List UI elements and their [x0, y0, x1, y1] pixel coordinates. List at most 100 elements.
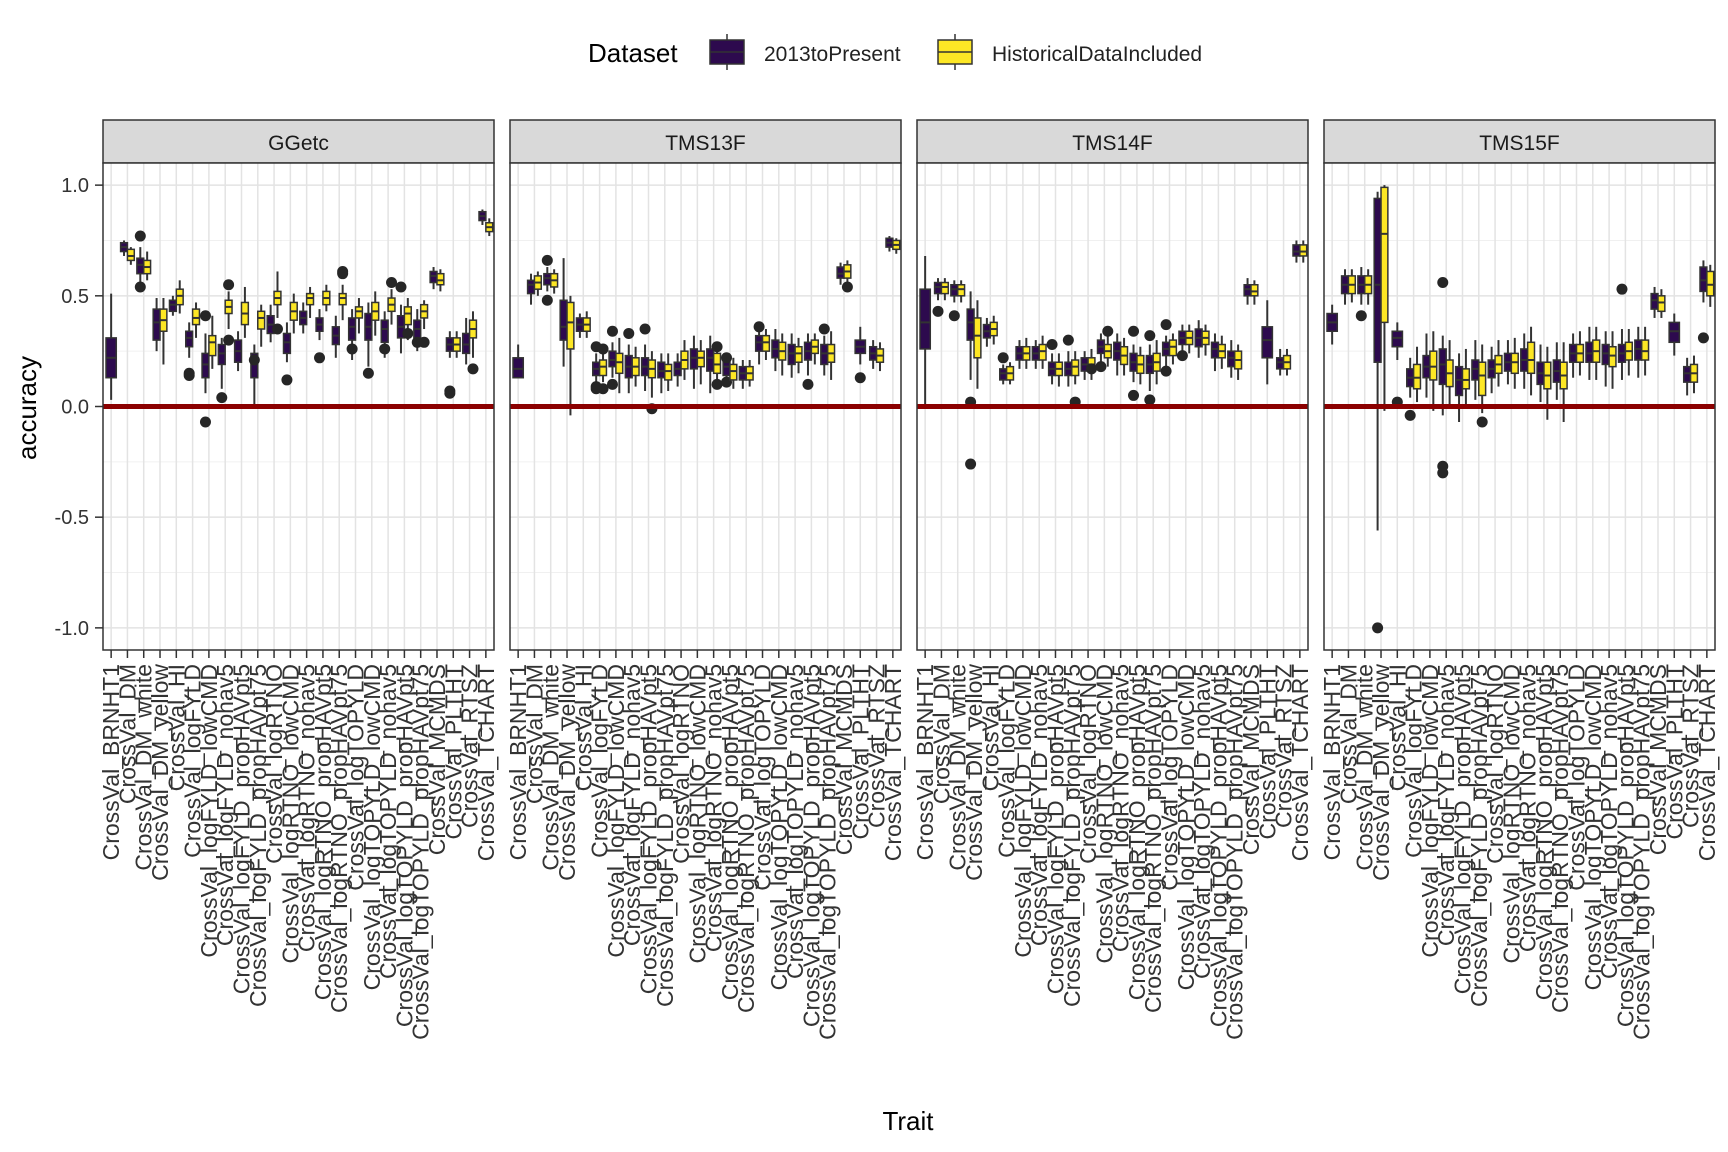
- box-crossval-logfyld-prophavpt75-shist: [1476, 344, 1488, 428]
- box-body: [950, 284, 959, 297]
- panel-border: [1323, 162, 1716, 651]
- box-body: [1706, 270, 1715, 297]
- x-tick-label: CrossVal_TCHART: [1287, 664, 1313, 861]
- box-crossval-logrtno-lowcmd-shist: [289, 293, 298, 334]
- box-outlier: [183, 370, 195, 382]
- x-tick-label: CrossVal_logFYLD_nohav5: [1026, 664, 1052, 946]
- box-outlier: [1144, 330, 1156, 342]
- facet-panel-tms14f: TMS14FCrossVal_BRNHT1CrossVal_DMCrossVal…: [912, 119, 1313, 1040]
- box-body: [512, 357, 525, 379]
- box-crossval-logfyld-nohav5-shist: [223, 279, 235, 346]
- x-tick-label: CrossVal_RTSZ: [1271, 664, 1297, 828]
- box-crossval-dm-white-s2013: [134, 230, 146, 293]
- box-crossval-logfyld-prophavpt75-s2013: [248, 344, 260, 409]
- box-crossval-logtopyld-lowcmd-s2013: [1176, 324, 1188, 362]
- x-tick-label: CrossVal_logFYLD_propHAVpt5: [1042, 664, 1068, 994]
- x-tick-label: CrossVal_RTSZ: [1678, 664, 1704, 828]
- panel-border: [509, 162, 902, 651]
- box-body: [1071, 359, 1080, 377]
- box-body: [1380, 186, 1389, 324]
- box-crossval-logfyld-nohav5-shist: [631, 346, 640, 387]
- box-body: [1682, 365, 1692, 383]
- box-body: [794, 345, 803, 363]
- box-body: [754, 334, 764, 352]
- box-crossval-brnht1-s2013: [512, 344, 525, 379]
- box-outlier: [753, 321, 765, 333]
- box-outlier: [1176, 350, 1188, 362]
- box-crossval-logtopyld-prophavpt5-s2013: [1616, 283, 1628, 380]
- box-outlier: [134, 281, 146, 293]
- x-tick-label: CrossVal_logRTNO: [1075, 664, 1101, 864]
- box-crossval-logfyld-lowcmd-shist: [1429, 331, 1438, 411]
- x-tick-label: CrossVal_logRTNO_nohav5: [294, 664, 320, 952]
- box-outlier: [467, 363, 479, 375]
- box-body: [1429, 350, 1438, 381]
- box-outlier: [248, 354, 260, 366]
- x-tick-label: CrossVal_logTOPYLD: [1157, 664, 1183, 891]
- x-tick-label: CrossVal_logRTNO_lowCMD: [277, 664, 303, 964]
- box-outlier: [337, 265, 349, 277]
- box-body: [1634, 339, 1643, 361]
- box-crossval-tchart-s2013: [478, 209, 487, 225]
- x-tick-label: CrossVal_DM_white: [945, 664, 971, 871]
- box-body: [1585, 341, 1594, 363]
- box-crossval-logtopyld-nohav5-shist: [1201, 324, 1210, 356]
- box-body: [1699, 266, 1708, 293]
- box-crossval-logfyld-s2013: [997, 352, 1009, 385]
- x-tick-label: CrossVal_logRTNO_propHAVpt5: [310, 664, 336, 1000]
- x-tick-label: CrossVal_logTOPYLD_lowCMD: [359, 664, 385, 990]
- box-body: [305, 292, 315, 306]
- box-crossval-logrtno-nohav5-shist: [305, 286, 315, 318]
- x-tick-label: CrossVal_logFYLD: [587, 664, 613, 858]
- x-tick-label: CrossVal_HI: [163, 664, 189, 791]
- box-outlier: [379, 343, 391, 355]
- box-crossval-logfyld-prophavpt75-s2013: [1062, 334, 1074, 387]
- x-tick-label: CrossVal_TCHART: [473, 664, 499, 861]
- box-crossval-dm-shist: [1347, 269, 1357, 303]
- box-crossval-logfyld-shist: [1412, 346, 1422, 403]
- box-outlier: [997, 352, 1009, 364]
- x-tick-label: CrossVal_TCHART: [1694, 664, 1720, 861]
- box-outlier: [1160, 319, 1172, 331]
- box-crossval-logfyld-lowcmd-shist: [615, 337, 624, 394]
- x-tick-label: CrossVal_logFYLD_nohav5: [1433, 664, 1459, 946]
- box-outlier: [1616, 283, 1628, 295]
- box-body: [347, 317, 357, 341]
- x-tick-label: CrossVal_logRTNO_lowCMD: [1498, 664, 1524, 964]
- box-body: [250, 352, 259, 379]
- box-crossval-logtopyld-lowcmd-s2013: [362, 302, 374, 379]
- box-body: [1650, 292, 1659, 310]
- box-body: [940, 281, 950, 295]
- box-crossval-logrtno-prophavpt5-s2013: [314, 309, 326, 364]
- x-tick-label: CrossVal_HI: [570, 664, 596, 791]
- box-outlier: [639, 323, 651, 335]
- box-body: [1668, 321, 1681, 344]
- box-outlier: [597, 383, 609, 395]
- box-crossval-logfyld-lowcmd-shist: [1022, 337, 1031, 369]
- x-tick-label: CrossVal_DM: [928, 664, 954, 804]
- box-outlier: [395, 281, 407, 293]
- box-body: [168, 299, 178, 313]
- box-body: [761, 334, 771, 352]
- x-tick-label: CrossVal_logTOPYLD_nohav5: [1189, 664, 1215, 979]
- x-tick-label: CrossVal_MCMDS: [1238, 664, 1264, 855]
- x-tick-label: CrossVal_logTOPYLD_lowCMD: [1173, 664, 1199, 990]
- box-body: [461, 332, 471, 355]
- facet-strip: [916, 119, 1309, 164]
- box-outlier: [1437, 460, 1449, 472]
- box-crossval-logrtno-prophavpt75-s2013: [1144, 330, 1156, 406]
- x-tick-label: CrossVal_logRTNO: [668, 664, 694, 864]
- x-tick-label: CrossVal_logTOPYLD_propHAVpt5: [1612, 664, 1638, 1027]
- box-crossval-brnht1-s2013: [105, 293, 118, 400]
- box-outlier: [1437, 277, 1449, 289]
- box-crossval-logtopyld-shist: [1575, 331, 1585, 376]
- x-tick-label: CrossVal_logTOPYLD_propHAVpt75: [815, 664, 841, 1040]
- box-outlier: [597, 343, 609, 355]
- box-outlier: [1095, 361, 1107, 373]
- facet-panel-tms15f: TMS15FCrossVal_BRNHT1CrossVal_DMCrossVal…: [1319, 119, 1720, 1040]
- box-crossval-tchart-s2013: [1697, 260, 1709, 344]
- box-crossval-logtopyld-nohav5-shist: [386, 277, 398, 325]
- x-tick-label: CrossVal_logFYLD_lowCMD: [1010, 664, 1036, 958]
- box-crossval-dm-s2013: [119, 240, 129, 256]
- box-outlier: [444, 387, 456, 399]
